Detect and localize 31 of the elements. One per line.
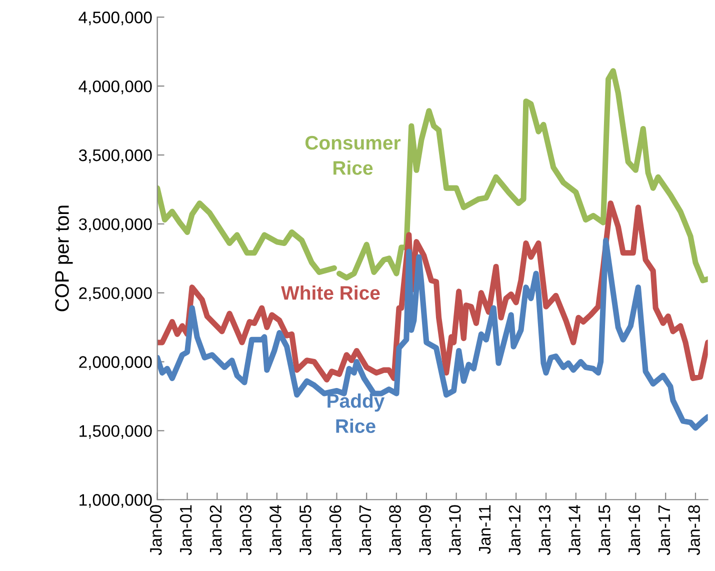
x-tick-label: Jan-02 xyxy=(210,505,222,556)
y-tick-label: 2,500,000 xyxy=(79,287,152,302)
x-tick-label: Jan-08 xyxy=(389,505,401,556)
x-tick-label: Jan-17 xyxy=(658,505,670,556)
x-tick-label: Jan-03 xyxy=(240,505,252,556)
x-tick-label: Jan-10 xyxy=(448,505,461,556)
x-tick-label: Jan-07 xyxy=(359,505,372,556)
x-tick-label: Jan-18 xyxy=(688,505,700,556)
x-tick-label: Jan-11 xyxy=(479,505,491,554)
series-label: Consumer Rice xyxy=(305,136,401,175)
x-tick-label: Jan-16 xyxy=(628,505,640,556)
x-tick-label: Jan-04 xyxy=(270,504,282,556)
x-tick-label: Jan-01 xyxy=(180,505,192,556)
y-tick-label: 1,000,000 xyxy=(80,494,152,508)
series-label: White Rice xyxy=(281,286,380,300)
x-tick-label: Jan-13 xyxy=(538,505,550,556)
x-tick-label: Jan-09 xyxy=(419,505,431,556)
x-tick-label: Jan-06 xyxy=(329,505,342,556)
y-tick-label: 1,500,000 xyxy=(80,425,152,439)
y-tick-label: 3,500,000 xyxy=(78,149,152,164)
x-tick-label: Jan-05 xyxy=(300,505,312,556)
x-tick-label: Jan-00 xyxy=(150,505,162,556)
y-tick-label: 4,500,000 xyxy=(78,12,152,26)
y-tick-label: 4,000,000 xyxy=(78,80,152,94)
series-label: Paddy Rice xyxy=(328,394,385,433)
x-tick-label: Jan-12 xyxy=(508,505,521,556)
y-axis-title: COP per ton xyxy=(55,206,73,312)
x-tick-label: Jan-14 xyxy=(568,504,580,556)
x-tick-label: Jan-15 xyxy=(598,505,610,556)
y-tick-label: 2,000,000 xyxy=(79,356,152,370)
y-tick-label: 3,000,000 xyxy=(78,218,152,232)
